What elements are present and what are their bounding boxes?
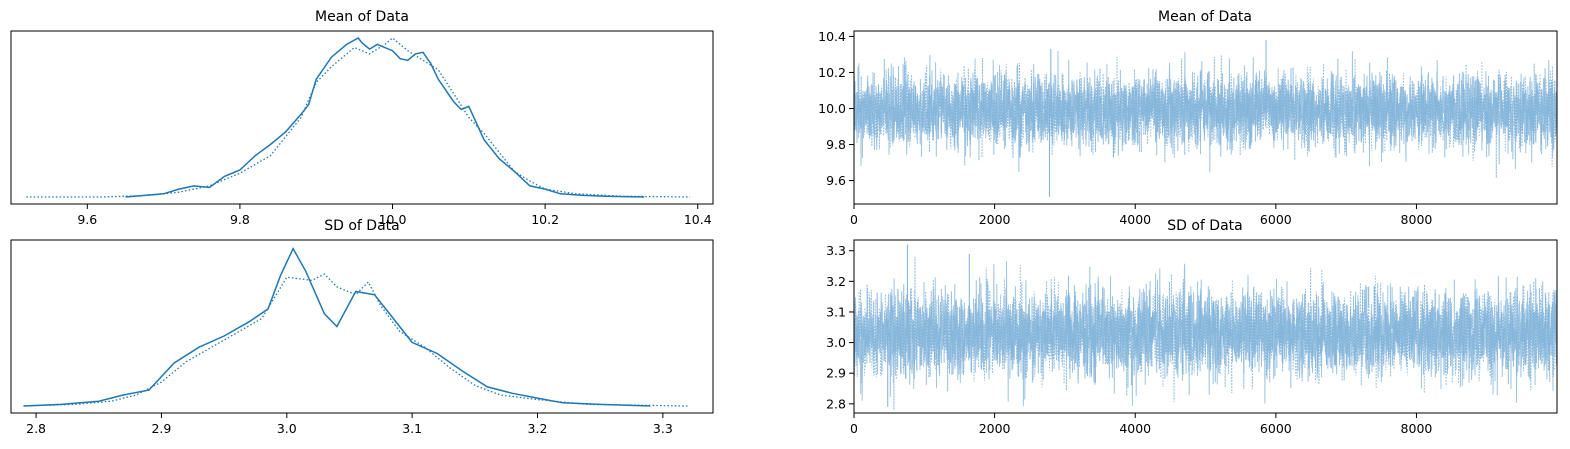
mean-trace-panel: Mean of Data 0 2000 4000 6000 8000 9.6 9.8 10.… xyxy=(818,9,1558,227)
mean-trace-dotted-trace xyxy=(853,55,1558,178)
sd-trace-ytick-label: 2.9 xyxy=(826,366,846,381)
mean-density-frame xyxy=(10,30,714,205)
sd-density-xtick-label: 2.8 xyxy=(26,421,46,436)
sd-trace-frame xyxy=(853,239,1558,414)
mean-trace-title: Mean of Data xyxy=(1158,9,1252,25)
sd-density-marks xyxy=(23,246,688,407)
mean-trace-ytick-label: 10.4 xyxy=(818,29,846,44)
mean-density-xtick-label: 10.0 xyxy=(379,212,407,227)
sd-density-xtick-label: 3.0 xyxy=(277,421,297,436)
sd-trace-xtick-label: 6000 xyxy=(1260,421,1292,436)
mean-trace-xtick-label: 0 xyxy=(850,212,858,227)
mean-trace-marks xyxy=(853,40,1558,197)
sd-trace-yticks: 2.8 2.9 3.0 3.1 3.2 3.3 xyxy=(826,243,854,411)
mean-trace-xtick-label: 8000 xyxy=(1401,212,1433,227)
mean-density-xtick-label: 10.4 xyxy=(684,212,712,227)
sd-trace-xticks: 0 2000 4000 6000 8000 xyxy=(850,413,1432,436)
mean-density-title: Mean of Data xyxy=(315,9,409,25)
sd-trace-ytick-label: 3.1 xyxy=(826,304,846,319)
mean-density-solid-line xyxy=(125,37,645,198)
mean-density-dotted-line xyxy=(26,37,691,198)
sd-density-frame xyxy=(10,239,714,414)
mean-trace-yticks: 9.6 9.8 10.0 10.2 10.4 xyxy=(818,29,854,188)
sd-trace-marks xyxy=(853,244,1558,410)
mean-trace-xtick-label: 6000 xyxy=(1260,212,1292,227)
mean-trace-xticks: 0 2000 4000 6000 8000 xyxy=(850,204,1432,227)
sd-trace-ytick-label: 3.2 xyxy=(826,274,846,289)
sd-trace-xtick-label: 4000 xyxy=(1119,421,1151,436)
mean-trace-frame xyxy=(853,30,1558,205)
mean-density-xtick-label: 9.6 xyxy=(77,212,97,227)
sd-density-xtick-label: 3.1 xyxy=(402,421,422,436)
mean-density-marks xyxy=(26,37,691,198)
sd-trace-ytick-label: 3.3 xyxy=(826,243,846,258)
sd-density-title: SD of Data xyxy=(324,218,400,234)
mean-trace-ytick-label: 10.0 xyxy=(818,101,846,116)
mean-trace-xtick-label: 2000 xyxy=(979,212,1011,227)
mean-density-panel: Mean of Data 9.6 9.8 10.0 10.2 10.4 xyxy=(10,9,714,227)
sd-density-dotted-line xyxy=(23,273,688,407)
sd-trace-xtick-label: 0 xyxy=(850,421,858,436)
sd-density-solid-line xyxy=(23,246,651,407)
mean-density-xtick-label: 10.2 xyxy=(531,212,559,227)
sd-density-xtick-label: 3.2 xyxy=(528,421,548,436)
mean-trace-xtick-label: 4000 xyxy=(1119,212,1151,227)
mean-density-xticks: 9.6 9.8 10.0 10.2 10.4 xyxy=(77,204,712,227)
sd-density-xtick-label: 3.3 xyxy=(653,421,673,436)
mean-trace-ytick-label: 9.8 xyxy=(826,137,846,152)
sd-density-panel: SD of Data 2.8 2.9 3.0 3.1 3.2 3.3 xyxy=(10,218,714,436)
sd-trace-ytick-label: 3.0 xyxy=(826,335,846,350)
sd-trace-panel: SD of Data 0 2000 4000 6000 8000 2.8 2.9 3.0 3.… xyxy=(826,218,1558,436)
sd-trace-xtick-label: 8000 xyxy=(1401,421,1433,436)
mean-trace-ytick-label: 10.2 xyxy=(818,65,846,80)
sd-density-xtick-label: 2.9 xyxy=(151,421,171,436)
mean-trace-ytick-label: 9.6 xyxy=(826,173,846,188)
sd-trace-xtick-label: 2000 xyxy=(979,421,1011,436)
sd-trace-dotted-trace xyxy=(853,256,1558,410)
mean-density-xtick-label: 9.8 xyxy=(230,212,250,227)
sd-density-xticks: 2.8 2.9 3.0 3.1 3.2 3.3 xyxy=(26,413,673,436)
sd-trace-ytick-label: 2.8 xyxy=(826,396,846,411)
sd-trace-title: SD of Data xyxy=(1167,218,1243,234)
